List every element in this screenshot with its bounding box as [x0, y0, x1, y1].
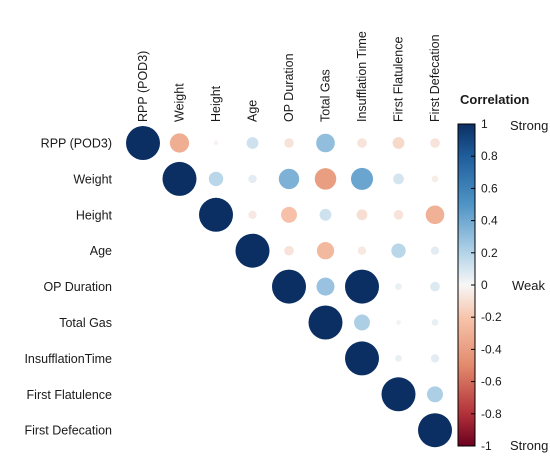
legend-tick-label: -0.8 — [481, 407, 502, 421]
correlation-circle-height-op-duration — [281, 206, 297, 223]
legend-tick-label: 0.4 — [481, 214, 498, 228]
legend-strong-top: Strong — [510, 118, 548, 133]
legend-title: Correlation — [460, 92, 529, 107]
row-label-op-duration: OP Duration — [43, 280, 112, 294]
correlation-circle-rpp-pod3-insufflation-time — [357, 138, 367, 148]
correlation-circle-rpp-pod3-first-defecation — [430, 138, 440, 148]
correlation-circle-weight-first-defecation — [431, 175, 439, 183]
correlation-circle-rpp-pod3-first-flatulence — [392, 137, 405, 149]
correlation-circle-total-gas-total-gas — [308, 305, 343, 340]
correlation-circle-first-flatulence-first-flatulence — [381, 377, 416, 412]
correlation-circle-height-height — [199, 197, 233, 232]
column-label-total-gas: Total Gas — [319, 69, 333, 122]
legend-tick-label: -0.4 — [481, 342, 502, 356]
correlation-circle-height-total-gas — [319, 208, 332, 221]
legend-tick-label: 0 — [481, 278, 488, 292]
column-label-first-defecation: First Defecation — [428, 34, 442, 122]
correlation-cells — [126, 126, 452, 448]
row-label-insufflationtime: InsufflationTime — [24, 352, 112, 366]
correlation-circle-age-insufflation-time — [357, 246, 367, 255]
correlation-circle-total-gas-first-flatulence — [396, 320, 401, 325]
column-label-insufflation-time: Insufflation Time — [355, 31, 369, 122]
correlation-circle-weight-height — [208, 171, 224, 187]
column-label-rpp-pod3: RPP (POD3) — [136, 51, 150, 122]
correlation-circle-rpp-pod3-age — [246, 137, 259, 149]
correlation-circle-weight-op-duration — [278, 168, 300, 190]
column-label-height: Height — [209, 85, 223, 122]
legend-tick-label: -0.6 — [481, 375, 502, 389]
row-label-height: Height — [76, 208, 113, 222]
correlation-circle-weight-age — [248, 174, 257, 184]
correlation-circle-op-duration-first-flatulence — [395, 283, 402, 290]
row-label-total-gas: Total Gas — [59, 316, 112, 330]
row-label-rpp-pod3: RPP (POD3) — [41, 137, 112, 151]
column-label-first-flatulence: First Flatulence — [392, 37, 406, 122]
legend-strong-bottom: Strong — [510, 438, 548, 453]
row-labels: RPP (POD3) Weight Height Age OP Duration Tota… — [24, 137, 112, 438]
correlation-circle-total-gas-insufflation-time — [354, 314, 370, 331]
correlation-circle-height-first-defecation — [425, 205, 445, 225]
correlation-circle-weight-weight — [162, 161, 197, 196]
correlation-circle-op-duration-insufflation-time — [345, 269, 379, 304]
legend-tick-label: 1 — [481, 117, 488, 131]
correlation-circle-height-insufflation-time — [356, 209, 368, 221]
row-label-first-flatulence: First Flatulence — [27, 388, 112, 402]
legend-ticks: 1 0.8 0.6 0.4 0.2 0 -0.2 -0.4 -0.6 -0.8 -1 — [471, 117, 502, 453]
correlation-circle-insufflation-time-insufflation-time — [345, 341, 379, 376]
row-label-age: Age — [90, 244, 112, 258]
correlation-circle-rpp-pod3-height — [213, 140, 219, 146]
correlation-circle-first-defecation-first-defecation — [418, 413, 452, 448]
correlation-circle-age-total-gas — [316, 242, 335, 260]
correlation-circle-op-duration-op-duration — [272, 269, 306, 304]
correlation-circle-age-first-defecation — [430, 246, 440, 255]
correlation-circle-insufflation-time-first-flatulence — [395, 355, 402, 362]
correlation-circle-rpp-pod3-weight — [169, 133, 190, 153]
column-label-weight: Weight — [173, 83, 187, 122]
correlation-circle-age-first-flatulence — [391, 243, 406, 258]
color-legend: Correlation 1 0.8 0.6 0.4 0.2 0 -0.2 -0.4 -0.6 -0… — [457, 92, 548, 453]
correlation-circle-rpp-pod3-op-duration — [284, 138, 294, 148]
correlation-circle-weight-first-flatulence — [393, 173, 404, 185]
correlation-circle-rpp-pod3-total-gas — [316, 133, 335, 153]
correlation-circle-first-flatulence-first-defecation — [427, 386, 443, 403]
legend-tick-label: 0.2 — [481, 246, 498, 260]
correlation-circle-weight-total-gas — [314, 168, 337, 190]
column-labels: RPP (POD3) Weight Height Age OP Duration Tota… — [136, 31, 442, 122]
column-label-op-duration: OP Duration — [282, 53, 296, 122]
legend-tick-label: -0.2 — [481, 310, 502, 324]
row-label-first-defecation: First Defecation — [24, 424, 112, 438]
row-label-weight: Weight — [73, 172, 112, 186]
correlation-circle-age-op-duration — [284, 245, 294, 256]
correlation-circle-total-gas-first-defecation — [431, 319, 439, 326]
correlation-circle-height-age — [248, 210, 257, 219]
column-label-age: Age — [246, 100, 260, 122]
correlation-circle-op-duration-total-gas — [316, 277, 335, 296]
correlation-circle-insufflation-time-first-defecation — [430, 354, 440, 363]
correlation-circle-rpp-pod3-rpp-pod3 — [126, 126, 160, 160]
legend-tick-label: -1 — [481, 439, 492, 453]
correlation-circle-age-age — [235, 233, 270, 268]
legend-tick-label: 0.6 — [481, 181, 498, 195]
correlation-circle-height-first-flatulence — [393, 209, 404, 220]
correlation-circle-weight-insufflation-time — [350, 167, 374, 190]
legend-weak: Weak — [512, 278, 545, 293]
correlation-circle-op-duration-first-defecation — [430, 281, 440, 292]
legend-tick-label: 0.8 — [481, 149, 498, 163]
